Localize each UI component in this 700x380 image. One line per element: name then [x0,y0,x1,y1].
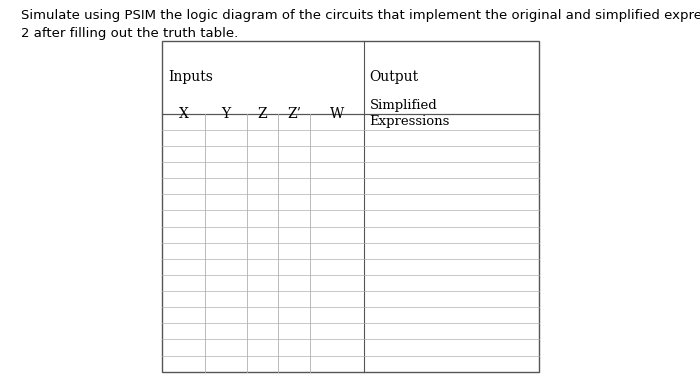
Text: X: X [178,107,188,121]
Text: Z: Z [258,107,267,121]
Text: Simplified
Expressions: Simplified Expressions [370,99,450,128]
Text: Y: Y [221,107,230,121]
Text: W: W [330,107,344,121]
Text: Z’: Z’ [287,107,301,121]
Text: Simulate using PSIM the logic diagram of the circuits that implement the origina: Simulate using PSIM the logic diagram of… [21,10,700,22]
Text: 2 after filling out the truth table.: 2 after filling out the truth table. [21,27,238,40]
Bar [162,41,539,372]
Text: Output: Output [370,70,419,84]
Text: Inputs: Inputs [168,70,213,84]
